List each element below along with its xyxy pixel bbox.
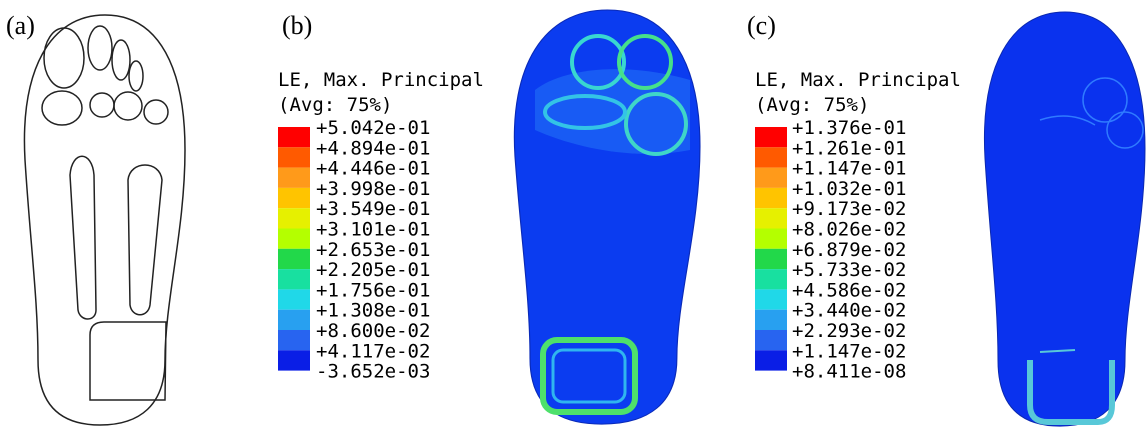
legend-label: +3.440e-02 xyxy=(792,300,906,322)
legend-swatch xyxy=(755,127,787,147)
legend-swatch xyxy=(755,269,787,289)
legend-label: +6.879e-02 xyxy=(792,239,906,261)
legend-label: +4.117e-02 xyxy=(316,340,430,362)
legend-label: +3.549e-01 xyxy=(316,198,430,220)
legend-label: +2.293e-02 xyxy=(792,320,906,342)
legend-label: +4.894e-01 xyxy=(316,137,430,159)
legend-label: +2.653e-01 xyxy=(316,239,430,261)
legend-swatch xyxy=(755,330,787,350)
legend-label: -3.652e-03 xyxy=(316,361,430,383)
legend-swatch xyxy=(278,310,310,330)
legend-swatch xyxy=(278,350,310,370)
legend-swatch xyxy=(278,229,310,249)
legend-swatch xyxy=(755,188,787,208)
legend-swatch xyxy=(755,289,787,309)
legend-label: +1.261e-01 xyxy=(792,137,906,159)
legend-label: +3.101e-01 xyxy=(316,219,430,241)
legend-label: +8.411e-08 xyxy=(792,361,906,383)
legend-swatch xyxy=(278,147,310,167)
legend-label: +3.998e-01 xyxy=(316,178,430,200)
legend-label: +2.205e-01 xyxy=(316,259,430,281)
contour-plot xyxy=(514,10,700,424)
legend-subtitle: (Avg: 75%) xyxy=(755,94,869,116)
legend-swatch xyxy=(755,249,787,269)
legend-swatch xyxy=(278,188,310,208)
figure: (a) (b) (c) xyxy=(0,0,1147,436)
legend-swatch xyxy=(755,310,787,330)
legend-label: +1.032e-01 xyxy=(792,178,906,200)
legend-swatch xyxy=(755,229,787,249)
panel-label: (b) xyxy=(282,11,312,40)
legend-swatch xyxy=(278,249,310,269)
panel-label: (a) xyxy=(6,11,35,40)
insole-outline xyxy=(24,15,185,425)
legend-swatch xyxy=(755,350,787,370)
legend-label: +4.446e-01 xyxy=(316,158,430,180)
legend-label: +5.042e-01 xyxy=(316,117,430,139)
legend-label: +1.376e-01 xyxy=(792,117,906,139)
legend-swatch xyxy=(278,208,310,228)
legend-label: +1.147e-02 xyxy=(792,340,906,362)
legend-label: +8.600e-02 xyxy=(316,320,430,342)
legend-title: LE, Max. Principal xyxy=(755,69,961,91)
legend-label: +4.586e-02 xyxy=(792,279,906,301)
legend-swatch xyxy=(278,330,310,350)
legend-title: LE, Max. Principal xyxy=(278,69,484,91)
legend-label: +1.756e-01 xyxy=(316,279,430,301)
legend-swatch xyxy=(755,168,787,188)
legend-label: +9.173e-02 xyxy=(792,198,906,220)
legend-label: +8.026e-02 xyxy=(792,219,906,241)
legend-label: +1.308e-01 xyxy=(316,300,430,322)
legend-subtitle: (Avg: 75%) xyxy=(278,94,392,116)
contour-plot xyxy=(984,12,1145,426)
legend-swatch xyxy=(755,208,787,228)
legend-swatch xyxy=(278,269,310,289)
legend-swatch xyxy=(278,289,310,309)
legend-label: +5.733e-02 xyxy=(792,259,906,281)
panel-label: (c) xyxy=(747,11,776,40)
legend-swatch xyxy=(755,147,787,167)
legend-swatch xyxy=(278,127,310,147)
legend-swatch xyxy=(278,168,310,188)
legend-label: +1.147e-01 xyxy=(792,158,906,180)
